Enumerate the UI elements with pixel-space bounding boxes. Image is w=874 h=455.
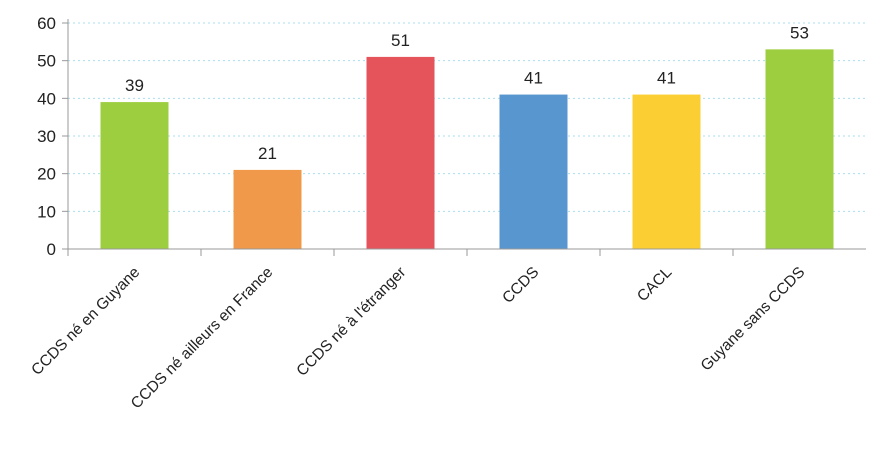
x-tick-label: CACL [634,264,676,306]
data-label: 51 [391,31,410,50]
bar [765,49,834,249]
gridlines [68,22,866,212]
data-label: 41 [524,69,543,88]
y-tick-label: 60 [37,14,56,33]
x-tick-label: CCDS [499,264,542,307]
data-label: 53 [790,23,809,42]
y-tick-label: 30 [37,127,56,146]
y-tick-label: 10 [37,202,56,221]
bar [233,169,302,249]
y-tick-label: 40 [37,89,56,108]
x-tick-label: CCDS né en Guyane [28,264,143,379]
x-tick-label: CCDS né à l'étranger [293,264,409,380]
bars [100,49,834,250]
bar [100,102,169,249]
y-tick-label: 0 [47,240,56,259]
y-tick-label: 50 [37,52,56,71]
y-tick-labels: 0 10 20 30 40 50 60 [37,14,56,259]
x-tick-label: Guyane sans CCDS [698,264,809,375]
bar [632,94,701,249]
y-tick-label: 20 [37,165,56,184]
data-label: 41 [657,69,676,88]
data-label: 39 [125,76,144,95]
axes [62,19,866,256]
data-label: 21 [258,144,277,163]
bar [366,56,435,250]
x-tick-label: CCDS né ailleurs en France [128,264,276,412]
data-labels: 39 21 51 41 41 53 [125,23,809,163]
bar [499,94,568,249]
